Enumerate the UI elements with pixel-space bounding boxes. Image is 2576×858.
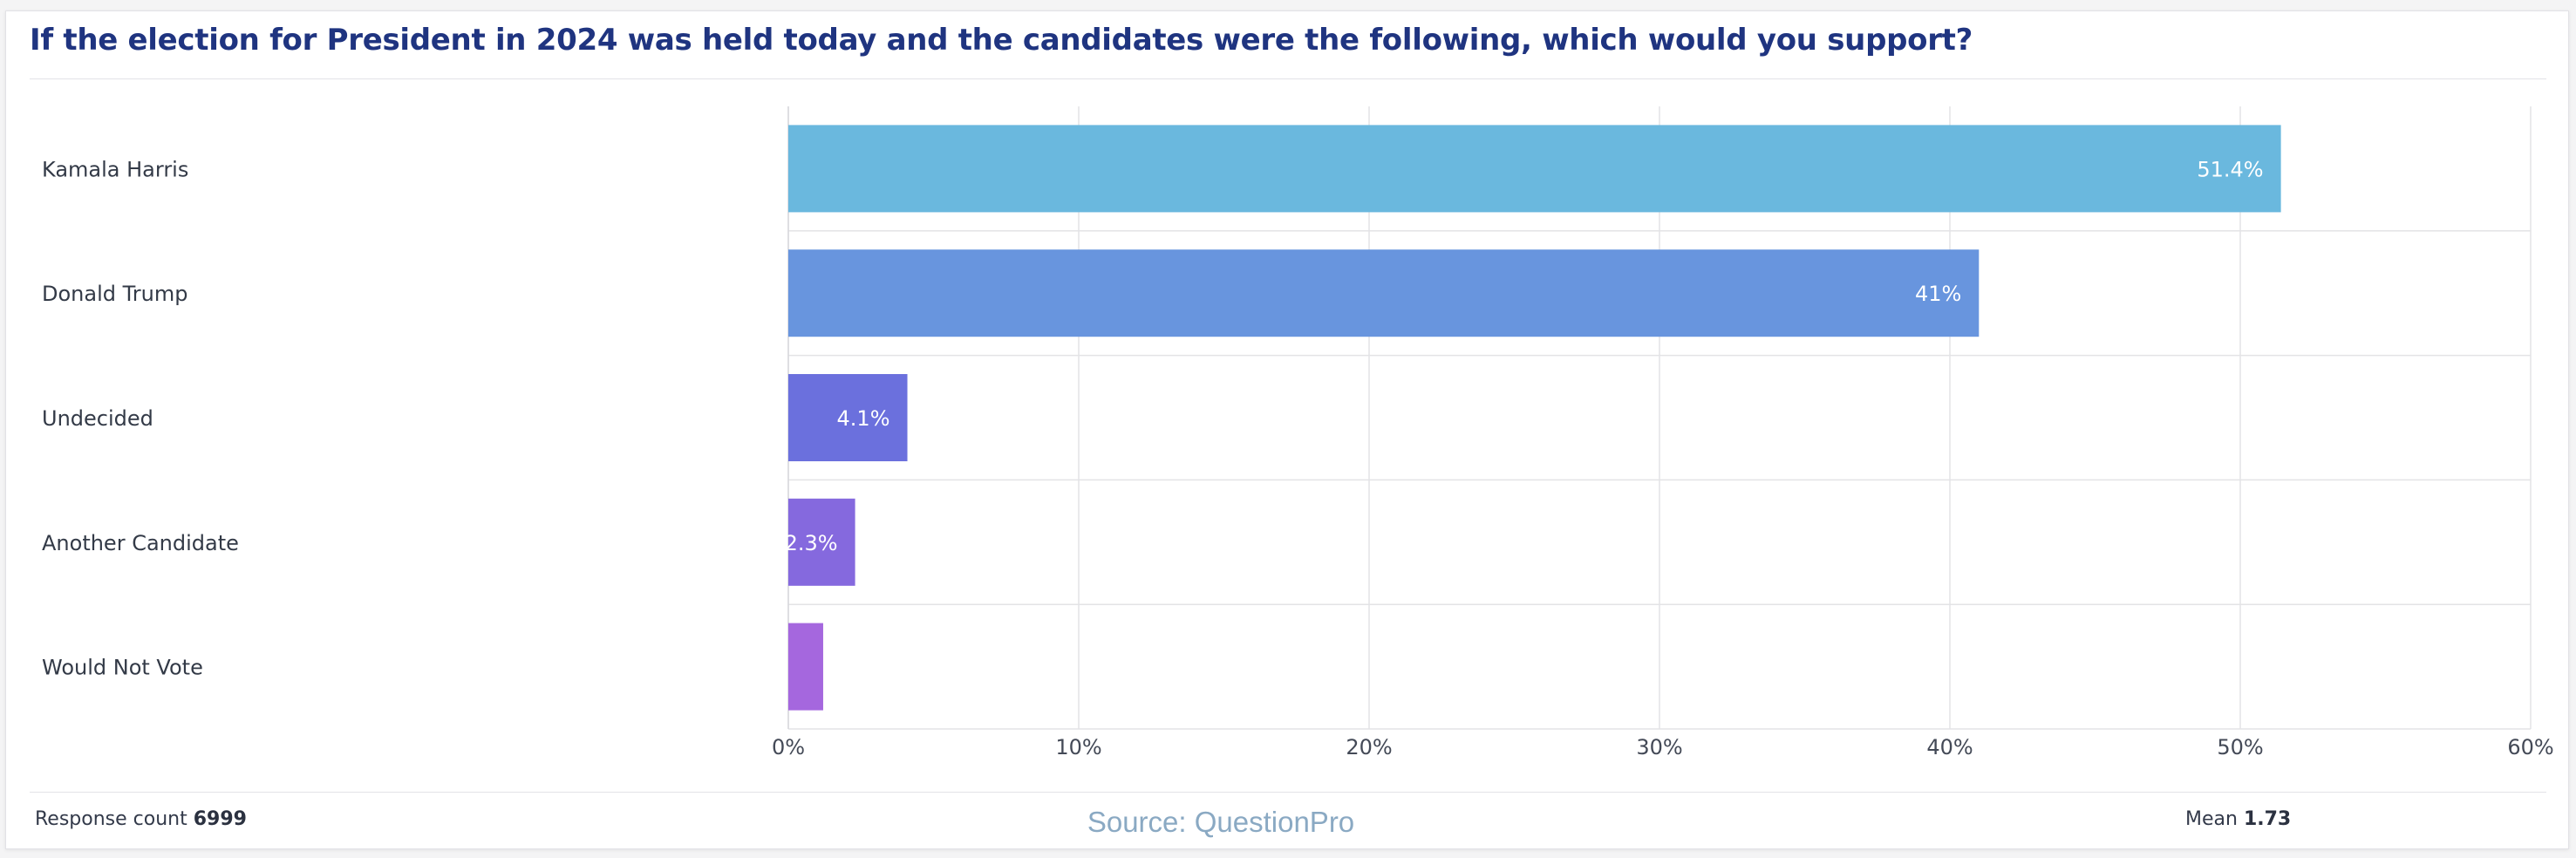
mean-label: Mean <box>2185 808 2238 830</box>
response-count-value: 6999 <box>193 808 247 830</box>
bar-chart: 0% 10% 20% 30% 40% 50% 60% Kamala Harris 51.4% Do… <box>42 106 2554 759</box>
question-title: If the election for President in 2024 wa… <box>30 23 1973 58</box>
data-label: 41% <box>1915 282 1961 306</box>
bar <box>788 125 2281 213</box>
bar <box>788 498 855 586</box>
mean-value: 1.73 <box>2243 808 2292 830</box>
x-tick-label: 30% <box>1636 735 1682 759</box>
bar <box>788 249 1980 337</box>
bar <box>788 374 908 461</box>
category-label: Undecided <box>42 406 153 431</box>
category-label: Kamala Harris <box>42 157 188 181</box>
response-count: Response count 6999 <box>35 808 247 830</box>
response-count-label: Response count <box>35 808 187 830</box>
source-credit: Source: QuestionPro <box>1087 806 1355 838</box>
bar <box>788 623 823 711</box>
data-label: 4.1% <box>837 406 890 431</box>
title-divider <box>30 78 2546 79</box>
x-tick-label: 60% <box>2507 735 2553 759</box>
category-label: Donald Trump <box>42 282 187 306</box>
x-tick-label: 40% <box>1926 735 1973 759</box>
category-label: Would Not Vote <box>42 656 203 680</box>
mean-stat: Mean 1.73 <box>2185 808 2291 830</box>
footer-divider <box>30 792 2546 793</box>
data-label: 51.4% <box>2197 157 2263 181</box>
x-tick-label: 0% <box>772 735 805 759</box>
x-tick-label: 10% <box>1055 735 1101 759</box>
x-tick-label: 50% <box>2217 735 2263 759</box>
x-tick-label: 20% <box>1346 735 1392 759</box>
data-label: 2.3% <box>785 531 838 555</box>
category-label: Another Candidate <box>42 531 239 555</box>
